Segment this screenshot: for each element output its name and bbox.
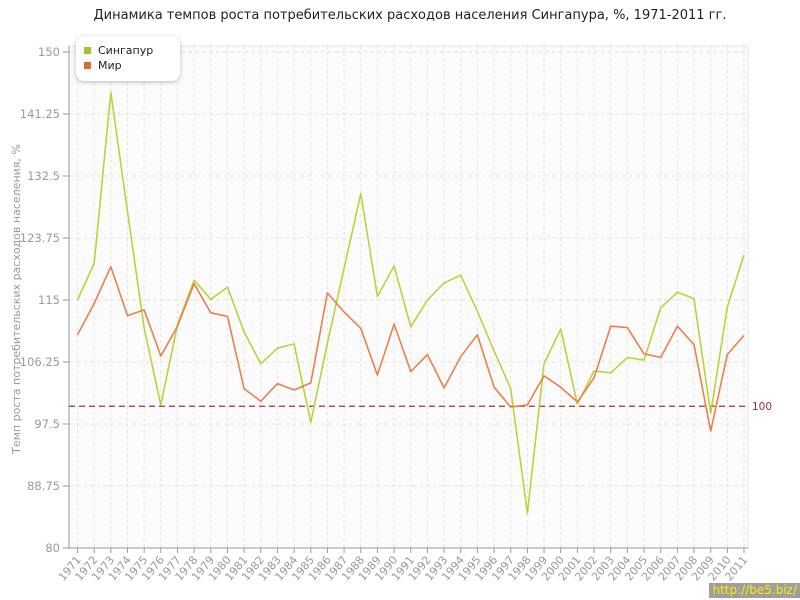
legend-label: Сингапур <box>98 44 154 57</box>
singapore-line <box>76 91 745 515</box>
svg-text:115: 115 <box>38 293 60 307</box>
svg-text:88.75: 88.75 <box>27 479 60 493</box>
watermark-link: http://be5.biz/ <box>709 583 800 598</box>
svg-text:80: 80 <box>45 541 60 555</box>
reference-line: 100 <box>69 401 772 413</box>
plot-area <box>68 45 749 549</box>
svg-text:106.25: 106.25 <box>20 355 60 369</box>
legend-swatch-icon <box>84 47 91 54</box>
legend-item-singapore: Сингапур <box>84 44 172 57</box>
x-tick-labels: 1971197219731974197519761977197819791980… <box>56 548 750 583</box>
svg-text:97.5: 97.5 <box>34 417 60 431</box>
legend-swatch-icon <box>84 62 91 69</box>
legend-item-world: Мир <box>84 59 172 72</box>
svg-text:141.25: 141.25 <box>20 107 60 121</box>
y-gridlines <box>69 51 748 549</box>
chart-title: Динамика темпов роста потребительских ра… <box>93 8 727 23</box>
y-axis-title: Темп роста потребительских расходов насе… <box>10 144 23 454</box>
world-line <box>76 265 745 432</box>
axes <box>68 46 748 549</box>
svg-text:150: 150 <box>38 45 60 59</box>
y-tick-labels: 150 141.25 132.5 123.75 115 106.25 97.5 88.75 80 <box>20 45 69 555</box>
legend-label: Мир <box>98 59 122 72</box>
svg-text:132.5: 132.5 <box>27 169 60 183</box>
legend-box: Сингапур Мир <box>76 36 180 81</box>
reference-line-label: 100 <box>752 401 772 413</box>
svg-text:123.75: 123.75 <box>20 231 60 245</box>
